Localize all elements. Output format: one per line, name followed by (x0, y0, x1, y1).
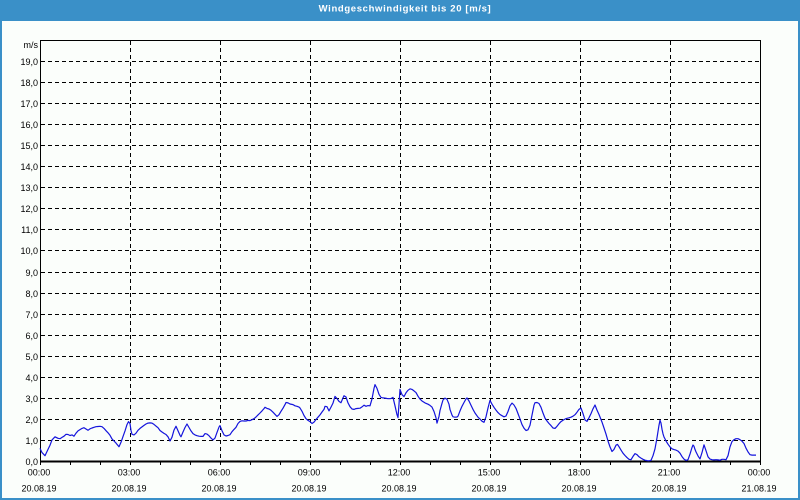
svg-text:00:00: 00:00 (748, 468, 771, 478)
svg-text:5,0: 5,0 (25, 352, 38, 362)
svg-text:21.08.19: 21.08.19 (741, 484, 776, 494)
svg-text:03:00: 03:00 (118, 468, 141, 478)
svg-text:17,0: 17,0 (20, 99, 38, 109)
svg-text:15:00: 15:00 (478, 468, 501, 478)
svg-text:9,0: 9,0 (25, 268, 38, 278)
svg-text:21:00: 21:00 (658, 468, 681, 478)
svg-text:Windgeschwindigkeit bis 20 [m/: Windgeschwindigkeit bis 20 [m/s] (319, 4, 492, 15)
svg-text:11,0: 11,0 (21, 225, 38, 235)
svg-text:2,0: 2,0 (25, 415, 38, 425)
svg-text:00:00: 00:00 (28, 468, 51, 478)
svg-text:7,0: 7,0 (25, 310, 38, 320)
svg-text:20.08.19: 20.08.19 (561, 484, 596, 494)
svg-text:6,0: 6,0 (25, 331, 38, 341)
svg-text:8,0: 8,0 (25, 289, 38, 299)
svg-text:20.08.19: 20.08.19 (381, 484, 416, 494)
svg-text:3,0: 3,0 (25, 394, 38, 404)
svg-text:16,0: 16,0 (20, 120, 38, 130)
svg-text:10,0: 10,0 (20, 246, 38, 256)
svg-text:20.08.19: 20.08.19 (471, 484, 506, 494)
svg-text:20.08.19: 20.08.19 (21, 484, 56, 494)
svg-text:09:00: 09:00 (298, 468, 321, 478)
svg-text:20.08.19: 20.08.19 (651, 484, 686, 494)
svg-text:4,0: 4,0 (25, 373, 38, 383)
svg-text:18,0: 18,0 (20, 78, 38, 88)
svg-text:m/s: m/s (24, 40, 39, 50)
svg-text:20.08.19: 20.08.19 (291, 484, 326, 494)
svg-text:14,0: 14,0 (20, 162, 38, 172)
svg-text:06:00: 06:00 (208, 468, 231, 478)
svg-text:12,0: 12,0 (20, 204, 38, 214)
svg-text:0,0: 0,0 (25, 457, 38, 467)
svg-text:20.08.19: 20.08.19 (111, 484, 146, 494)
svg-text:13,0: 13,0 (20, 183, 38, 193)
svg-text:15,0: 15,0 (20, 141, 38, 151)
svg-text:1,0: 1,0 (25, 436, 38, 446)
svg-text:19,0: 19,0 (20, 57, 38, 67)
svg-text:12:00: 12:00 (388, 468, 411, 478)
svg-text:18:00: 18:00 (568, 468, 591, 478)
svg-text:20.08.19: 20.08.19 (201, 484, 236, 494)
